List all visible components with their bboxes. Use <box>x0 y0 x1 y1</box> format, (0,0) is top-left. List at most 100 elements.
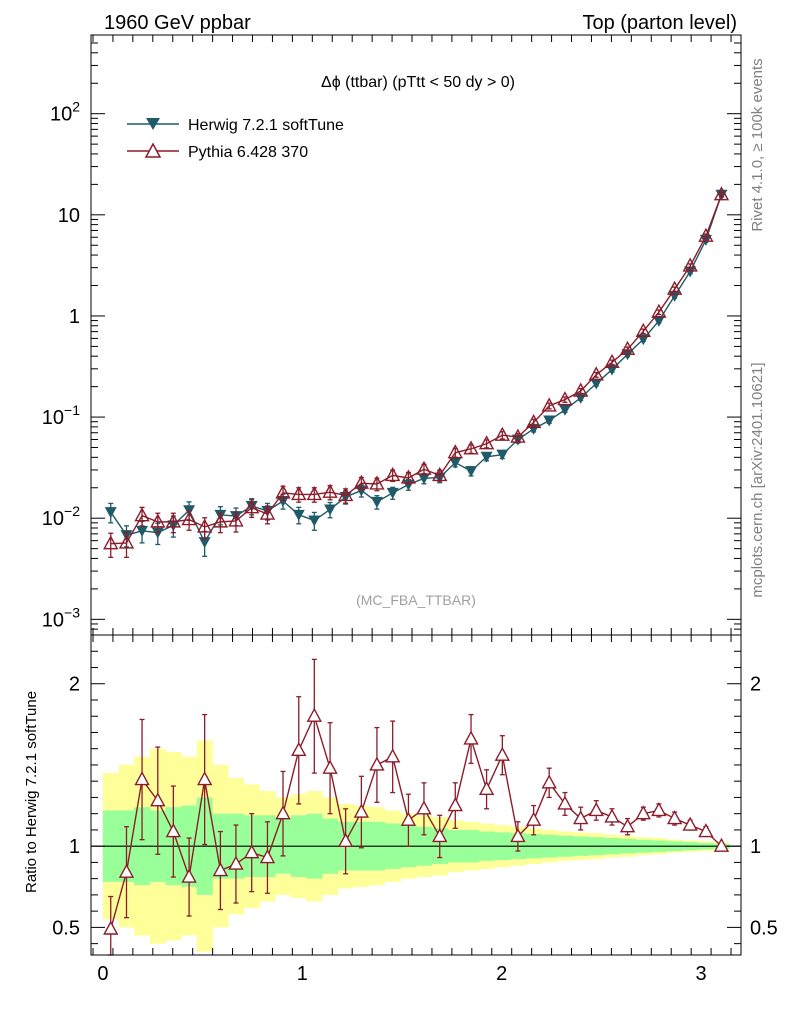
data-point-herwig <box>699 234 712 246</box>
data-point-herwig <box>558 404 571 416</box>
y-tick-label: 10−2 <box>42 503 80 530</box>
data-point-herwig <box>417 473 430 485</box>
data-point-herwig <box>277 495 290 507</box>
axes: 0 1 2 3 10−3 10−2 10−1 1 10 102 0.5 0.5 1 1 2 2 <box>42 34 778 985</box>
ratio-point <box>573 810 589 825</box>
data-point-herwig <box>574 392 587 404</box>
ratio-point <box>384 748 401 763</box>
data-point-pythia <box>713 186 730 201</box>
data-point-herwig <box>590 378 603 390</box>
ratio-point <box>619 818 636 833</box>
data-point-pythia <box>103 535 119 550</box>
data-point-pythia <box>525 413 542 429</box>
ratio-tick-label-right: 0.5 <box>750 917 778 939</box>
ratio-point <box>103 920 119 935</box>
ratio-point <box>353 803 370 818</box>
data-point-pythia <box>651 303 667 318</box>
data-point-herwig <box>104 507 117 519</box>
ratio-point <box>510 827 526 843</box>
data-point-pythia <box>698 227 714 242</box>
data-point-pythia <box>353 474 370 489</box>
ratio-point <box>588 801 604 817</box>
data-point-pythia <box>510 428 526 443</box>
data-point-pythia <box>604 353 620 369</box>
data-point-pythia <box>118 534 135 549</box>
data-point-herwig <box>198 537 211 549</box>
data-point-herwig <box>308 515 321 527</box>
data-point-herwig <box>136 525 149 537</box>
ratio-plot-frame <box>90 634 742 956</box>
ratio-point <box>228 855 244 870</box>
ratio-point <box>369 756 385 771</box>
watermark: (MC_FBA_TTBAR) <box>356 592 476 608</box>
ratio-line <box>110 714 722 930</box>
data-point-pythia <box>212 513 229 528</box>
ratio-point <box>432 827 448 843</box>
ratio-point <box>666 810 683 825</box>
ratio-point <box>713 837 730 852</box>
main-panel <box>103 186 730 559</box>
data-point-pythia <box>666 280 683 295</box>
data-point-herwig <box>652 315 665 327</box>
data-point-pythia <box>384 466 401 482</box>
data-point-pythia <box>165 513 182 528</box>
rivet-label: Rivet 4.1.0, ≥ 100k events <box>749 58 766 231</box>
data-point-pythia <box>134 507 150 522</box>
ratio-point <box>118 863 135 878</box>
y-tick-label: 10−3 <box>42 604 80 631</box>
ratio-point <box>291 741 307 757</box>
legend-label-herwig: Herwig 7.2.1 softTune <box>188 117 344 134</box>
y-tick-label: 10−1 <box>42 402 80 429</box>
ratio-point <box>541 774 557 789</box>
ratio-point <box>165 823 182 838</box>
chart-title: Δϕ (ttbar) (pTtt < 50 dy > 0) <box>321 74 515 91</box>
data-point-pythia <box>447 444 463 459</box>
data-point-herwig <box>637 334 650 346</box>
x-tick-label: 1 <box>297 963 308 985</box>
legend-label-pythia: Pythia 6.428 370 <box>188 144 308 161</box>
x-tick-label: 3 <box>696 963 707 985</box>
data-point-pythia <box>588 366 604 381</box>
data-point-pythia <box>244 499 260 514</box>
data-point-pythia <box>478 435 495 450</box>
ratio-axis-label: Ratio to Herwig 7.2.1 softTune <box>23 691 40 893</box>
data-point-pythia <box>463 440 479 455</box>
ratio-tick-label-right: 2 <box>750 674 761 696</box>
data-point-pythia <box>400 469 417 484</box>
data-point-pythia <box>432 466 448 482</box>
ratio-point <box>181 868 197 883</box>
data-point-pythia <box>181 511 197 526</box>
ratio-point <box>478 780 495 796</box>
x-tick-label: 2 <box>496 963 507 985</box>
legend-marker-pythia <box>144 142 162 158</box>
data-point-pythia <box>322 483 338 498</box>
header-right: Top (parton level) <box>582 12 737 34</box>
ratio-tick-label-left: 0.5 <box>52 917 80 939</box>
ratio-point <box>604 808 620 823</box>
mcplots-label: mcplots.cern.ch [arXiv:2401.10621] <box>749 362 766 597</box>
ratio-point <box>212 862 229 877</box>
y-tick-label: 1 <box>69 306 80 328</box>
ratio-point <box>635 805 651 820</box>
ratio-point <box>682 816 698 831</box>
data-point-herwig <box>527 423 540 435</box>
data-point-pythia <box>337 486 354 502</box>
ratio-tick-label-right: 1 <box>750 836 761 858</box>
data-point-pythia <box>369 475 385 490</box>
data-point-herwig <box>465 466 478 478</box>
data-point-pythia <box>557 391 573 406</box>
ratio-point <box>275 805 291 820</box>
data-point-pythia <box>619 340 636 355</box>
header-left: 1960 GeV ppbar <box>104 12 251 34</box>
ratio-point <box>259 849 276 864</box>
ratio-point <box>557 795 573 810</box>
data-point-pythia <box>494 426 511 441</box>
ratio-point <box>416 800 432 815</box>
data-point-herwig <box>370 496 383 508</box>
data-point-herwig <box>449 457 462 469</box>
ratio-point <box>525 811 542 826</box>
ratio-point <box>150 792 166 807</box>
data-point-pythia <box>150 513 166 528</box>
data-point-pythia <box>196 518 213 533</box>
data-point-herwig <box>292 509 305 521</box>
